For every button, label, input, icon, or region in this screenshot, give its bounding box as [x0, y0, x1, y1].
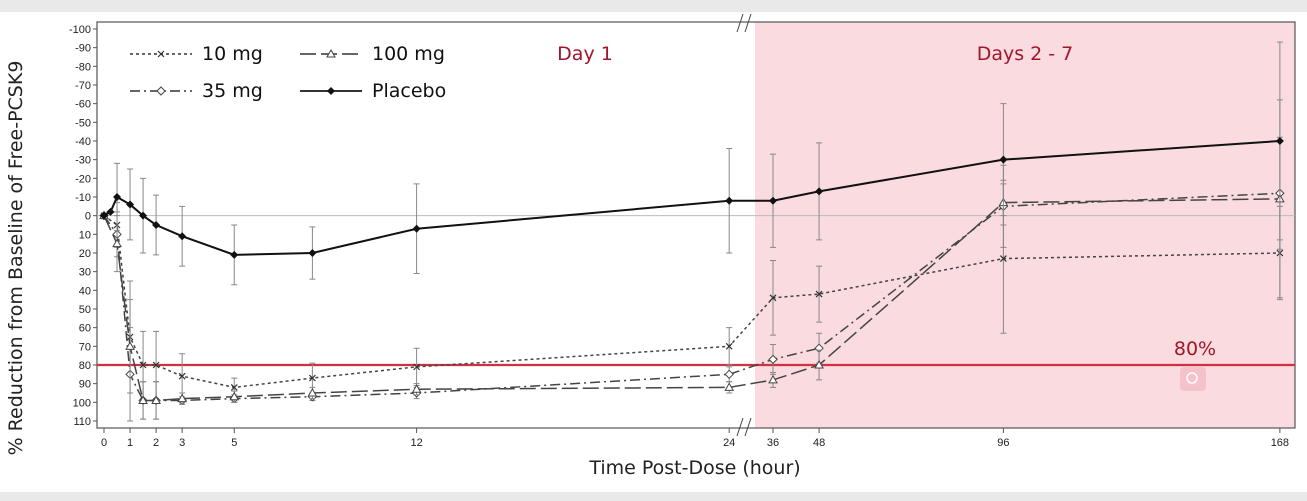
data-point-placebo: [412, 224, 421, 233]
data-point-10-mg: [815, 290, 823, 298]
x-tick-label: 168: [1271, 437, 1289, 449]
y-tick-label: 0: [85, 211, 91, 223]
y-tick-label: 20: [79, 248, 91, 260]
legend-label-100-mg: 100 mg: [372, 43, 445, 65]
data-point-35-mg: [724, 369, 734, 380]
y-tick-label: 110: [73, 416, 91, 428]
y-tick-label: -70: [75, 80, 91, 92]
axis-break-mark: [744, 13, 752, 33]
data-point-10-mg: [725, 342, 733, 350]
x-tick-label: 48: [813, 437, 825, 449]
y-tick-label: -30: [75, 155, 91, 167]
series-line-35-mg: [103, 192, 1280, 402]
axis-break-mark: [736, 417, 744, 437]
y-tick-label: -50: [75, 117, 91, 129]
y-tick-label: 10: [79, 229, 91, 241]
x-tick-label: 3: [179, 437, 185, 449]
data-point-placebo: [1275, 137, 1284, 145]
days-2-7-region: [755, 22, 1295, 428]
axis-break-mark: [744, 417, 752, 437]
y-tick-label: -40: [75, 136, 91, 148]
data-point-placebo: [308, 249, 317, 257]
data-point-placebo: [152, 221, 161, 229]
legend-marker-placebo: [327, 87, 335, 95]
x-tick-label: 5: [231, 437, 237, 449]
x-tick-label: 0: [101, 437, 107, 449]
data-point-35-mg: [768, 354, 778, 365]
plot-border: [96, 21, 1296, 429]
days-2-7-label: Days 2 - 7: [977, 43, 1074, 65]
y-tick-label: 100: [73, 397, 91, 409]
data-point-placebo: [113, 193, 122, 201]
magnifier-icon: [1186, 372, 1198, 384]
data-point-placebo: [100, 211, 108, 220]
legend-marker-10-mg: [157, 50, 165, 58]
data-point-10-mg: [152, 361, 160, 369]
y-tick-label: -10: [75, 192, 91, 204]
magnifier-button[interactable]: [1180, 367, 1206, 391]
y-tick-label: 50: [79, 304, 91, 316]
x-tick-label: 12: [410, 437, 422, 449]
data-point-placebo: [139, 211, 148, 220]
y-tick-label: 60: [79, 323, 91, 335]
day-1-label: Day 1: [557, 43, 613, 65]
data-point-100-mg: [125, 341, 135, 350]
threshold-label: 80%: [1174, 338, 1216, 360]
data-point-100-mg: [151, 395, 161, 404]
y-axis-label: % Reduction from Baseline of Free-PCSK9: [5, 61, 27, 456]
data-point-10-mg: [999, 255, 1007, 263]
legend-label-35-mg: 35 mg: [202, 80, 263, 102]
x-tick-label: 1: [127, 437, 133, 449]
data-point-placebo: [769, 196, 777, 205]
data-point-placebo: [106, 207, 115, 216]
legend-label-10-mg: 10 mg: [202, 43, 263, 65]
data-point-placebo: [230, 250, 239, 259]
data-point-10-mg: [230, 383, 238, 391]
y-tick-label: 40: [79, 285, 91, 297]
y-tick-label: -90: [75, 43, 91, 55]
data-point-10-mg: [178, 372, 186, 380]
data-point-placebo: [725, 196, 734, 205]
y-tick-label: -80: [75, 61, 91, 73]
y-tick-label: 30: [79, 267, 91, 279]
y-tick-label: -20: [75, 173, 91, 185]
axis-break-mark: [736, 13, 744, 33]
data-point-10-mg: [139, 361, 147, 369]
y-tick-label: 90: [79, 379, 91, 391]
data-point-placebo: [126, 200, 135, 209]
data-point-10-mg: [308, 374, 316, 382]
data-point-placebo: [178, 232, 187, 241]
data-point-10-mg: [413, 363, 421, 371]
y-tick-label: 80: [79, 360, 91, 372]
data-point-100-mg: [724, 382, 735, 391]
data-point-100-mg: [177, 393, 188, 403]
x-tick-label: 2: [153, 437, 159, 449]
data-point-100-mg: [138, 395, 148, 404]
data-point-100-mg: [814, 359, 824, 369]
legend-marker-100-mg: [326, 48, 336, 58]
series-line-10-mg: [103, 215, 1280, 389]
data-point-100-mg: [307, 387, 318, 397]
x-tick-label: 36: [767, 437, 779, 449]
data-point-10-mg: [769, 294, 777, 302]
x-tick-label: 96: [997, 437, 1009, 449]
data-point-100-mg: [229, 391, 240, 401]
x-axis-label: Time Post-Dose (hour): [588, 457, 800, 479]
series-line-100-mg: [103, 198, 1280, 402]
legend-label-placebo: Placebo: [372, 80, 446, 102]
data-point-100-mg: [411, 384, 422, 393]
y-tick-label: 70: [79, 341, 91, 353]
legend-marker-35-mg: [156, 86, 166, 96]
data-point-placebo: [815, 187, 824, 196]
y-tick-label: -100: [69, 24, 91, 36]
data-point-100-mg: [112, 238, 122, 248]
data-point-100-mg: [768, 374, 778, 384]
data-point-placebo: [999, 155, 1008, 164]
y-tick-label: -60: [75, 99, 91, 111]
x-tick-label: 24: [723, 437, 735, 449]
